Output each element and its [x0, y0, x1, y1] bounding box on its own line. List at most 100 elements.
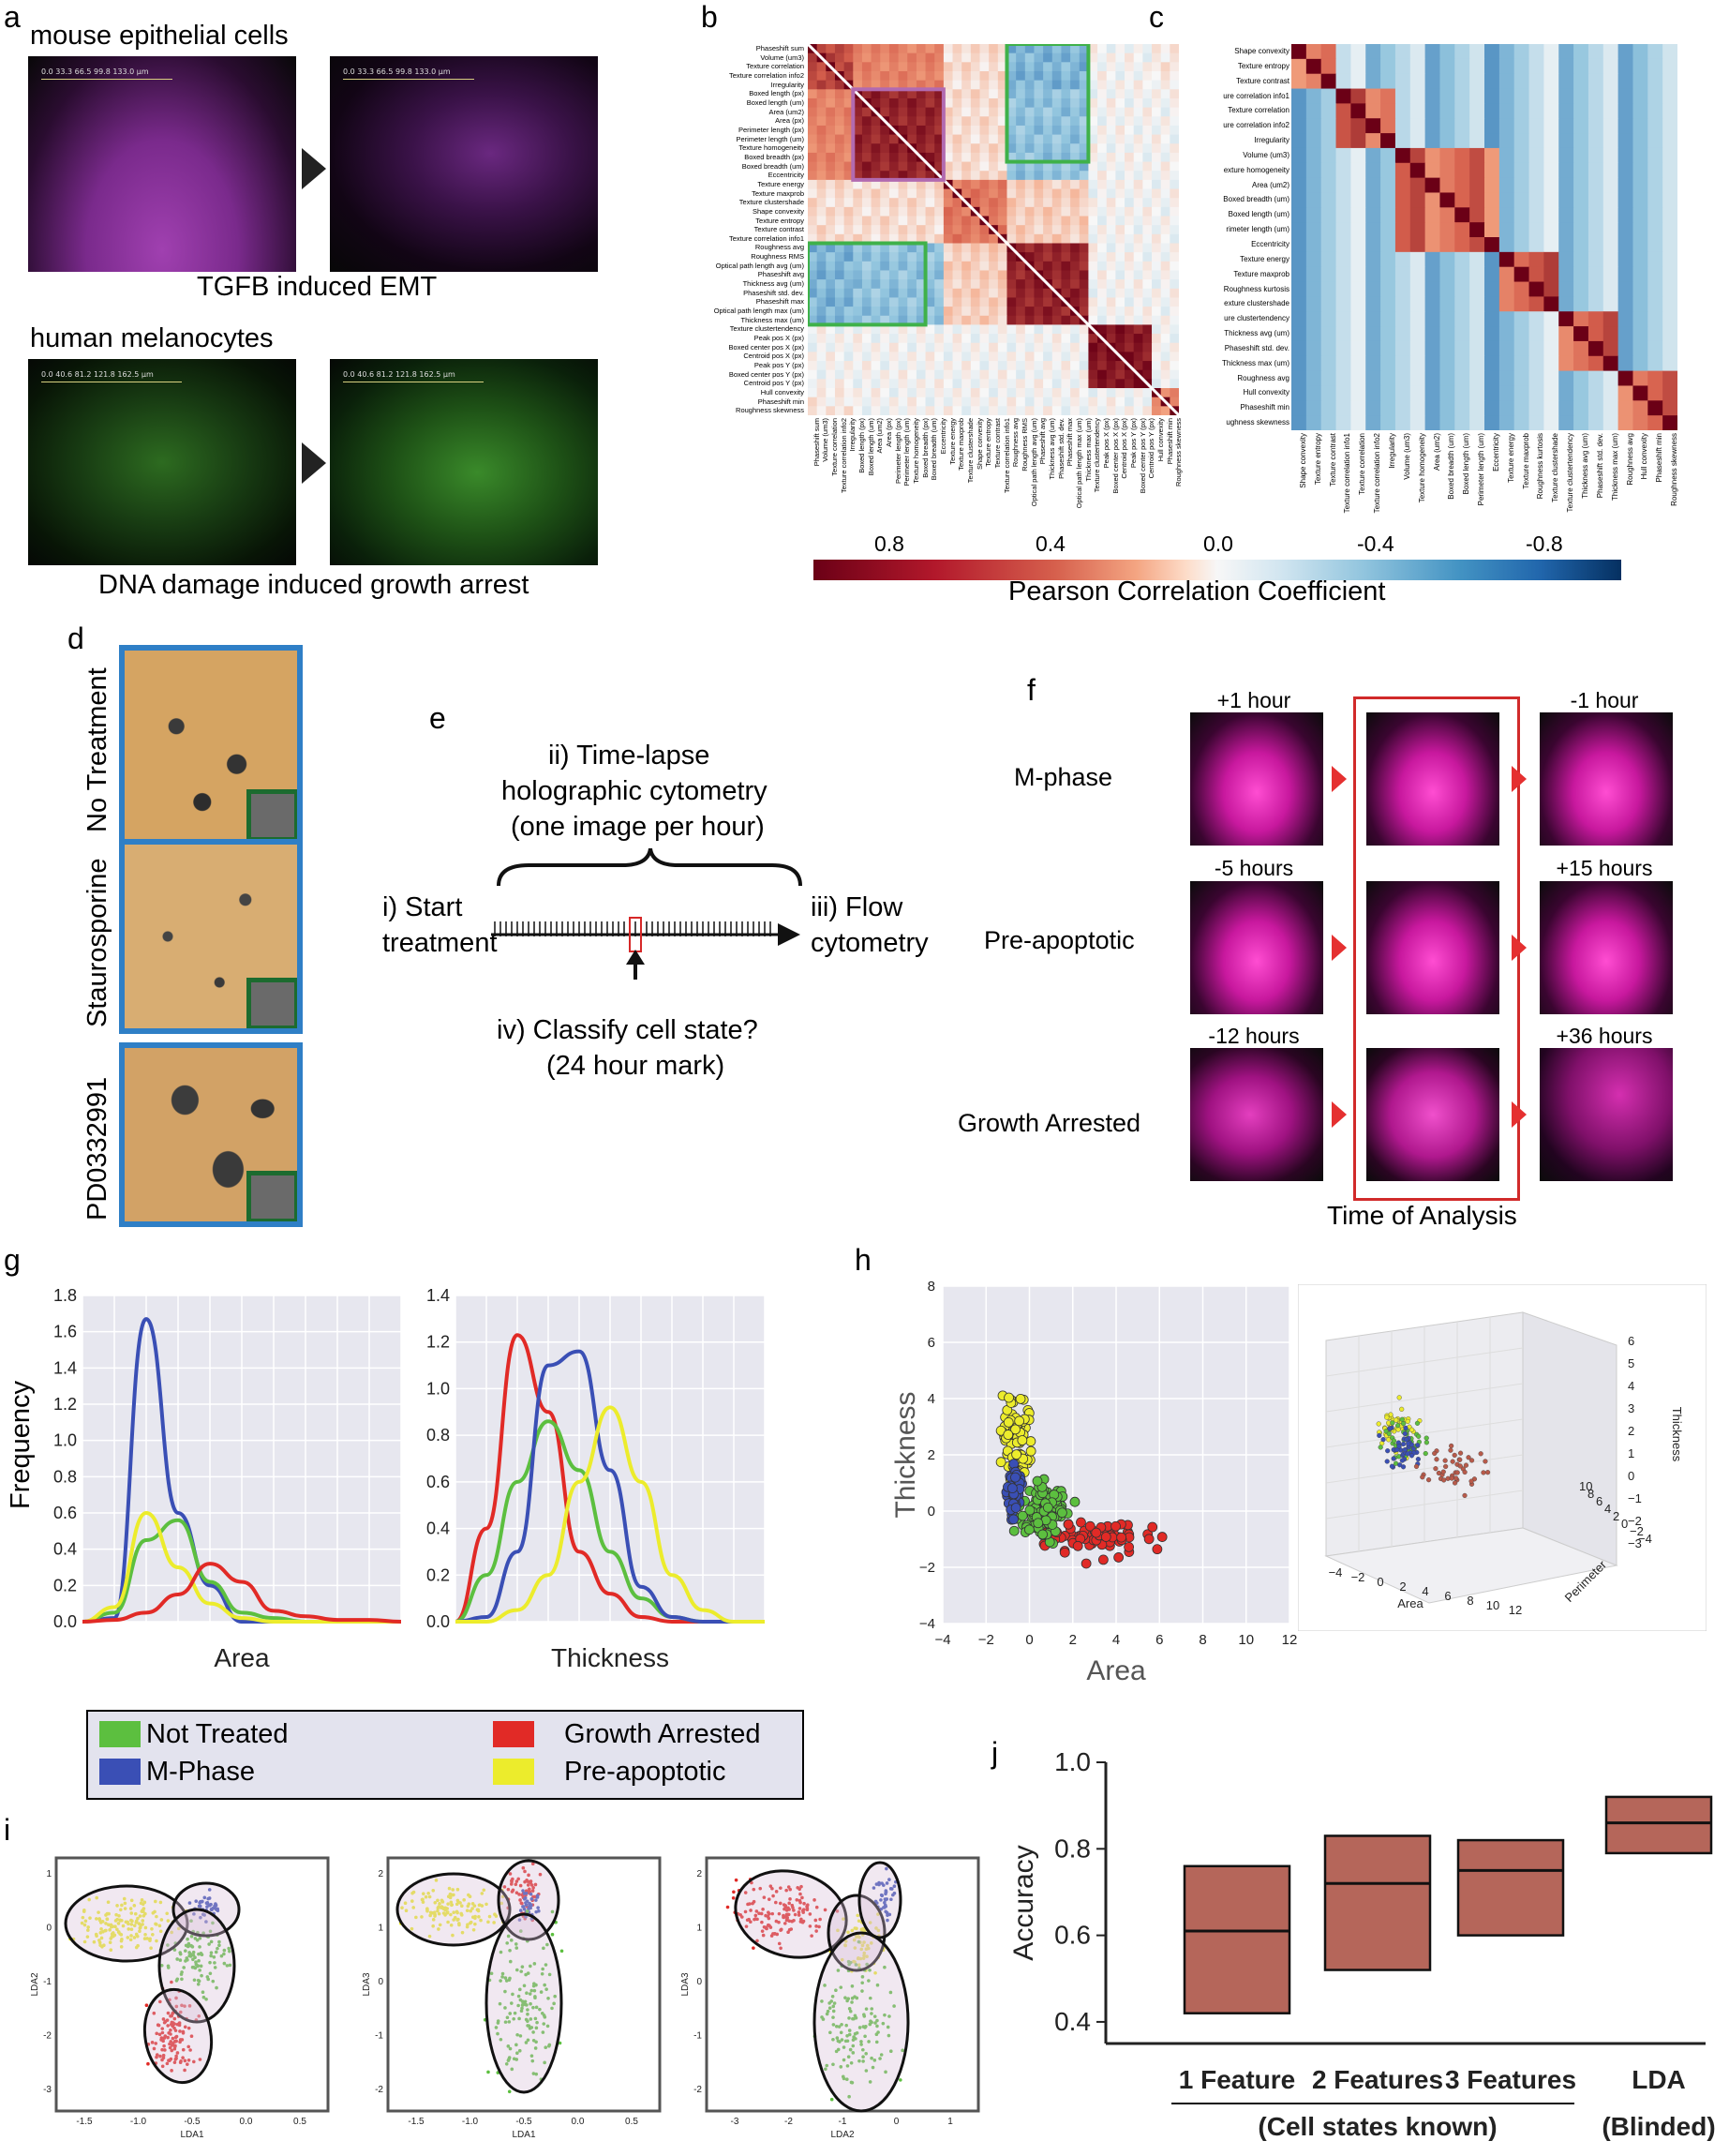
heat-cell: [970, 134, 981, 144]
heat-cell: [1079, 52, 1089, 63]
scatter-point: [868, 1921, 872, 1924]
heat-cell: [1125, 307, 1135, 317]
heat-cell: [961, 243, 972, 253]
heat-cell: [826, 270, 836, 280]
brace: [497, 848, 802, 887]
heat-cell: [808, 225, 818, 235]
scatter-point: [177, 2023, 182, 2028]
heat-cell: [907, 369, 917, 380]
heat-cell: [1439, 415, 1455, 430]
heat-cell: [1587, 44, 1604, 60]
heat-cell: [834, 134, 845, 144]
scatter-point: [524, 1972, 528, 1977]
scatter-point: [865, 1962, 869, 1967]
scatter-point: [853, 1946, 857, 1950]
scatter-point: [465, 1924, 470, 1929]
heat-cell: [934, 62, 945, 72]
heat-cell: [1454, 147, 1470, 164]
heat-cell: [1602, 192, 1619, 208]
heat-cell: [1006, 216, 1017, 226]
heat-cell: [1070, 233, 1081, 244]
scatter-point: [172, 2026, 176, 2030]
heat-cell: [934, 198, 945, 208]
scatter-point: [204, 1920, 208, 1924]
heat-row-label: Optical path length avg (um): [715, 261, 804, 270]
heat-cell: [1573, 177, 1589, 193]
heat-cell: [843, 369, 854, 380]
panel-label-g: g: [4, 1243, 21, 1277]
heat-cell: [943, 152, 954, 163]
heat-cell: [871, 125, 881, 136]
scatter-point: [186, 2026, 191, 2030]
heat-cell: [1061, 342, 1071, 352]
heat-row-label: Boxed center pos Y (px): [728, 369, 804, 379]
x-tick-label: −4: [1329, 1565, 1343, 1580]
heat-cell: [1380, 207, 1396, 223]
cell-image: [1190, 1048, 1323, 1181]
heat-cell: [952, 315, 962, 325]
heat-cell: [1350, 355, 1366, 372]
heat-cell: [1662, 177, 1677, 193]
heat-cell: [1034, 44, 1044, 54]
y-tick-label: 1.2: [53, 1395, 77, 1414]
heat-cell: [1380, 385, 1396, 401]
heat-cell: [853, 152, 863, 163]
heat-cell: [1484, 281, 1500, 297]
heat-col-label: Volume (um3): [1402, 433, 1411, 480]
scatter-point: [197, 1958, 201, 1963]
scatter-point: [1010, 1424, 1021, 1435]
heat-row-label: ughness skewness: [1226, 418, 1289, 427]
scatter-point: [528, 1905, 531, 1909]
scatter-point: [864, 2007, 869, 2011]
scatter-point: [186, 2058, 191, 2062]
scatter-point: [1384, 1459, 1390, 1464]
y-axis-label: LDA3: [362, 1972, 372, 1996]
heat-cell: [1587, 207, 1604, 223]
heat-cell: [952, 198, 962, 208]
scatter-point: [783, 1922, 787, 1925]
heat-cell: [1454, 192, 1470, 208]
heat-cell: [943, 388, 954, 398]
heat-cell: [808, 62, 818, 72]
e-start-1: i) Start: [382, 892, 463, 922]
scatter-point: [183, 1949, 187, 1953]
heat-cell: [1602, 88, 1619, 104]
heat-cell: [952, 270, 962, 280]
heat-cell: [1142, 334, 1153, 344]
heat-cell: [1394, 58, 1411, 75]
heat-cell: [826, 125, 836, 136]
heat-row-label: Boxed center pos X (px): [728, 342, 804, 352]
heat-cell: [1142, 70, 1153, 82]
scatter-point: [175, 2051, 180, 2055]
scatter-point: [199, 1964, 203, 1969]
heat-cell: [834, 397, 845, 407]
heat-cell: [1454, 73, 1470, 90]
scatter-point: [1025, 1445, 1036, 1457]
heat-cell: [871, 206, 881, 217]
heat-cell: [934, 279, 945, 290]
scatter-point: [535, 1894, 540, 1898]
heat-cell: [1160, 62, 1170, 72]
heat-cell: [1024, 125, 1035, 136]
heat-cell: [1320, 118, 1337, 134]
scatter-point: [559, 1949, 564, 1954]
scatter-point: [192, 1978, 197, 1983]
heat-cell: [1365, 44, 1381, 60]
scatter-point: [524, 1903, 529, 1907]
heat-cell: [808, 270, 818, 280]
scatter-point: [1481, 1470, 1486, 1475]
scatter-point: [504, 2061, 509, 2066]
heat-cell: [871, 62, 881, 72]
heat-cell: [1024, 279, 1035, 290]
heat-cell: [1070, 279, 1081, 290]
heat-cell: [907, 116, 917, 127]
scatter-point: [518, 1998, 523, 2002]
heat-cell: [979, 97, 990, 109]
heat-cell: [1088, 307, 1098, 317]
scatter-point: [81, 1915, 85, 1920]
heat-cell: [816, 116, 827, 127]
heat-cell: [1558, 370, 1574, 386]
scatter-point: [843, 1996, 847, 1999]
heat-cell: [1439, 207, 1455, 223]
heat-cell: [1079, 397, 1089, 407]
